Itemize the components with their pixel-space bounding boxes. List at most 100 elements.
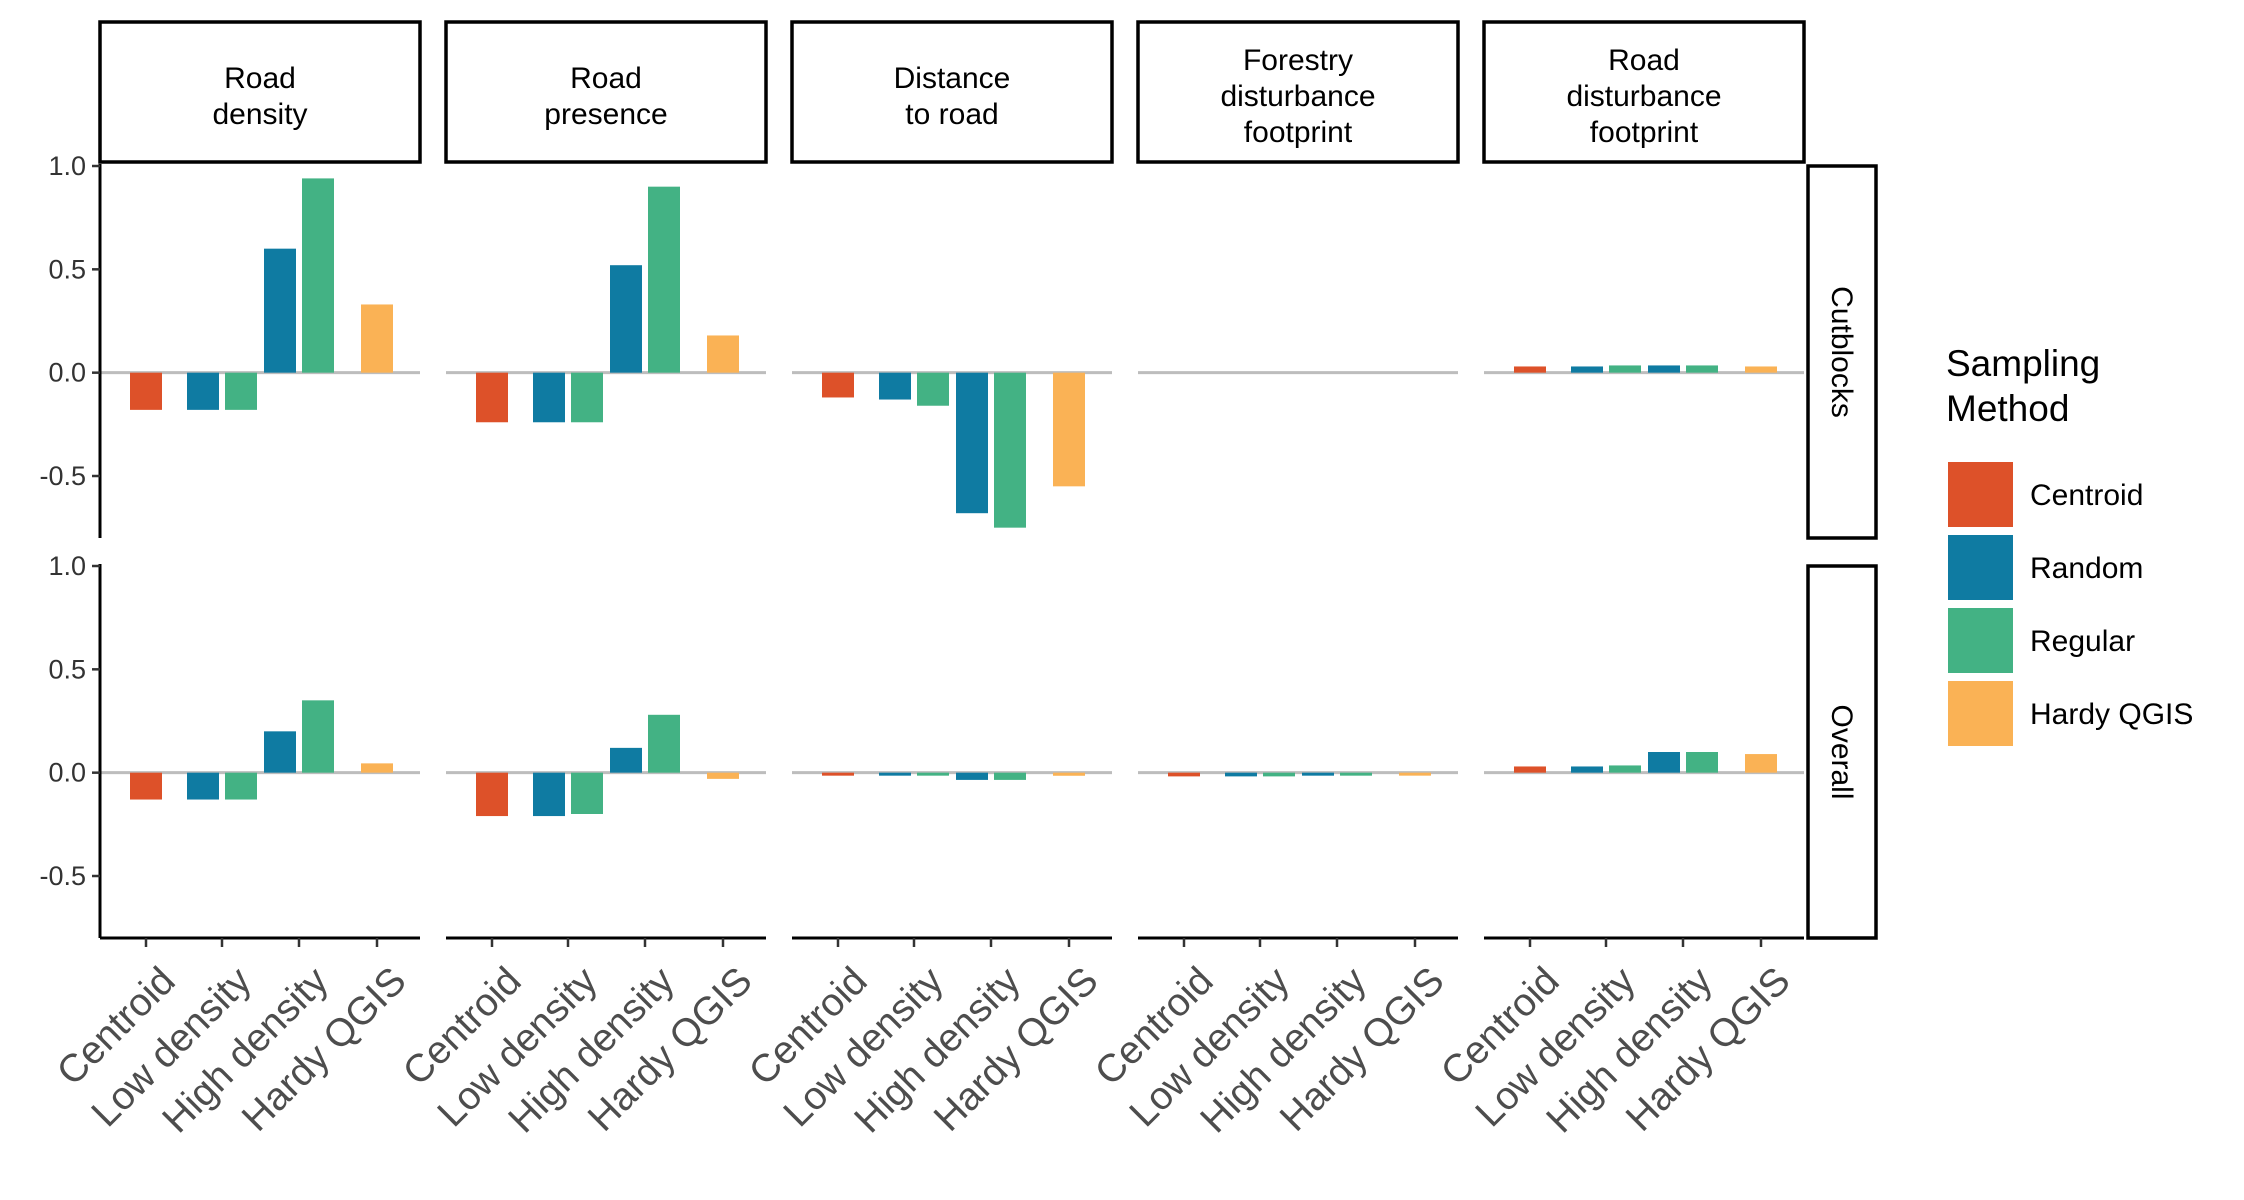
legend-label: Centroid (2030, 479, 2143, 512)
bar-centroid-centroid (822, 772, 854, 776)
bar-random-low-density (1571, 766, 1603, 773)
legend-item-random: Random (1948, 535, 2143, 600)
y-axis-cutblocks: -0.5 0.0 0.5 1.0 (39, 151, 102, 538)
bar-hardy-qgis-hardy-qgis (1399, 772, 1431, 776)
strip-label: Road disturbance footprint (1566, 44, 1721, 149)
bar-random-high-density (610, 265, 642, 373)
panel-cutblocks-road-density (100, 178, 420, 410)
strip-box (1482, 20, 1806, 164)
bar-hardy-qgis-hardy-qgis (1053, 372, 1085, 487)
bar-random-high-density (956, 372, 988, 514)
strip-box (98, 20, 422, 164)
bar-regular-high-density (302, 178, 334, 373)
legend: Sampling Method Centroid Random Regular Hardy… (1946, 343, 2193, 746)
legend-item-hardy-qgis: Hardy QGIS (1948, 681, 2193, 746)
legend-key (1948, 462, 2013, 527)
strip-overall: Overall (1806, 564, 1878, 940)
legend-item-centroid: Centroid (1948, 462, 2143, 527)
bar-centroid-centroid (130, 372, 162, 410)
bar-random-low-density (879, 772, 911, 776)
bar-regular-high-density (1686, 365, 1718, 373)
bar-random-high-density (610, 747, 642, 773)
bar-random-low-density (1571, 366, 1603, 373)
strip-label: Cutblocks (1825, 286, 1858, 418)
bar-random-high-density (1648, 752, 1680, 773)
y-tick-label: 0.5 (48, 254, 86, 284)
bar-regular-low-density (917, 772, 949, 776)
bar-regular-high-density (994, 372, 1026, 528)
bar-regular-low-density (225, 372, 257, 410)
bar-centroid-centroid (1514, 366, 1546, 373)
legend-key (1948, 608, 2013, 673)
legend-label: Hardy QGIS (2030, 698, 2193, 731)
bar-regular-low-density (1263, 772, 1295, 777)
legend-title: Sampling Method (1946, 343, 2100, 429)
bar-random-high-density (264, 248, 296, 373)
bar-regular-high-density (648, 714, 680, 773)
bar-random-low-density (1225, 772, 1257, 777)
strip-label: Overall (1825, 704, 1858, 799)
legend-label: Regular (2030, 625, 2135, 658)
strip-road-density: Road density (98, 20, 422, 164)
y-tick-label: -0.5 (39, 461, 86, 491)
bar-hardy-qgis-hardy-qgis (1745, 754, 1777, 773)
bar-hardy-qgis-hardy-qgis (707, 772, 739, 779)
y-axis-overall: -0.5 0.0 0.5 1.0 (39, 551, 102, 938)
strip-road-disturbance-footprint: Road disturbance footprint (1482, 20, 1806, 164)
strip-cutblocks: Cutblocks (1806, 164, 1878, 540)
bar-hardy-qgis-hardy-qgis (707, 335, 739, 373)
strip-distance-to-road: Distance to road (790, 20, 1114, 164)
strip-box (1806, 164, 1878, 540)
panel-cutblocks-distance-to-road (792, 371, 1112, 528)
strip-box (1136, 20, 1460, 164)
panel-overall-road-disturbance-footprint (1484, 752, 1804, 775)
bar-regular-low-density (917, 372, 949, 406)
bar-centroid-centroid (476, 772, 508, 817)
bar-regular-high-density (1686, 752, 1718, 773)
strip-label: Forestry disturbance footprint (1220, 44, 1375, 149)
y-tick-label: 0.5 (48, 654, 86, 684)
bar-regular-low-density (571, 372, 603, 423)
bar-random-high-density (264, 731, 296, 773)
panel-overall-distance-to-road (792, 771, 1112, 780)
y-tick-label: 0.0 (48, 758, 86, 788)
strip-box (444, 20, 768, 164)
y-tick-label: 1.0 (48, 151, 86, 181)
legend-key (1948, 681, 2013, 746)
bar-random-high-density (1648, 365, 1680, 373)
bar-random-low-density (187, 772, 219, 800)
panel-overall-road-presence (446, 714, 766, 817)
bar-random-low-density (533, 772, 565, 817)
facet-strips: Road density Road presence Distance to road Fo… (98, 20, 1878, 940)
strip-box (790, 20, 1114, 164)
bar-centroid-centroid (130, 772, 162, 800)
strip-label: Road density (212, 62, 307, 131)
bar-hardy-qgis-hardy-qgis (1053, 772, 1085, 776)
bar-regular-high-density (1340, 772, 1372, 776)
bar-centroid-centroid (1514, 766, 1546, 773)
legend-key (1948, 535, 2013, 600)
bar-regular-high-density (648, 186, 680, 373)
panel-cutblocks-road-disturbance-footprint (1484, 365, 1804, 375)
strip-label: Distance to road (894, 62, 1011, 131)
strip-label: Road presence (544, 62, 667, 131)
bar-centroid-centroid (476, 372, 508, 423)
strip-box (1806, 564, 1878, 940)
bar-random-high-density (1302, 772, 1334, 776)
bar-random-high-density (956, 772, 988, 780)
legend-item-regular: Regular (1948, 608, 2135, 673)
bar-hardy-qgis-hardy-qgis (361, 304, 393, 373)
strip-forestry-disturbance-footprint: Forestry disturbance footprint (1136, 20, 1460, 164)
facet-panels (100, 178, 1804, 817)
bar-regular-low-density (1609, 365, 1641, 373)
bar-centroid-centroid (822, 372, 854, 398)
bar-random-low-density (533, 372, 565, 423)
panel-cutblocks-road-presence (446, 186, 766, 423)
bar-regular-high-density (302, 700, 334, 773)
